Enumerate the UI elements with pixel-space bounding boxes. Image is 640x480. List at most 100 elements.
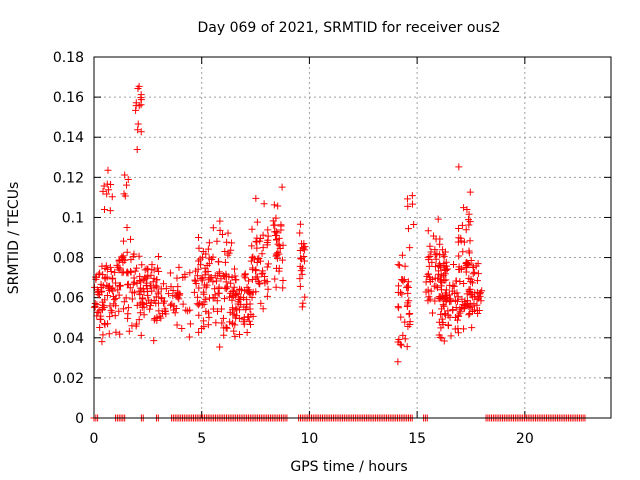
data-point	[179, 300, 187, 308]
data-point	[124, 304, 132, 312]
data-point	[146, 282, 154, 290]
data-point	[109, 274, 117, 282]
data-point	[396, 261, 404, 269]
data-point	[125, 327, 133, 335]
data-point	[257, 299, 265, 307]
data-point	[454, 329, 462, 337]
data-point	[300, 253, 308, 261]
data-point	[97, 280, 105, 288]
data-point	[116, 264, 124, 272]
data-point	[136, 284, 144, 292]
data-point	[440, 260, 448, 268]
data-point	[453, 289, 461, 297]
data-point	[184, 307, 192, 315]
data-point	[276, 245, 284, 253]
data-point	[108, 193, 116, 201]
data-point	[133, 301, 141, 309]
data-point	[213, 277, 221, 285]
data-point	[93, 286, 101, 294]
data-point	[264, 285, 272, 293]
data-point	[230, 327, 238, 335]
data-point	[424, 227, 432, 235]
data-point	[143, 288, 151, 296]
data-point	[105, 282, 113, 290]
data-point	[91, 299, 99, 307]
data-point	[154, 264, 162, 272]
data-point	[231, 289, 239, 297]
data-point	[440, 271, 448, 279]
data-point	[209, 305, 217, 313]
data-point	[115, 291, 123, 299]
data-point	[120, 237, 128, 245]
data-point	[128, 322, 136, 330]
data-point	[159, 299, 167, 307]
data-point	[432, 255, 440, 263]
data-point	[433, 250, 441, 258]
data-point	[476, 292, 484, 300]
data-point	[248, 242, 256, 250]
data-point	[466, 188, 474, 196]
data-point	[394, 288, 402, 296]
data-point	[410, 220, 418, 228]
data-point	[478, 287, 486, 295]
data-point	[469, 270, 477, 278]
data-point	[107, 306, 115, 314]
data-point	[297, 254, 305, 262]
data-point	[270, 201, 278, 209]
data-point	[154, 253, 162, 261]
data-point	[394, 303, 402, 311]
data-point	[197, 275, 205, 283]
data-point	[111, 268, 119, 276]
data-point	[457, 303, 465, 311]
data-point	[178, 325, 186, 333]
data-point	[153, 283, 161, 291]
data-point	[224, 251, 232, 259]
data-point	[194, 272, 202, 280]
data-point	[435, 318, 443, 326]
data-point	[106, 207, 114, 215]
data-point	[469, 307, 477, 315]
data-point	[175, 263, 183, 271]
y-tick-label: 0.1	[62, 210, 84, 226]
data-point	[98, 338, 106, 346]
x-axis-title: GPS time / hours	[290, 459, 407, 475]
data-point	[139, 294, 147, 302]
data-point	[455, 266, 463, 274]
data-point	[112, 328, 120, 336]
data-point	[246, 305, 254, 313]
data-point	[99, 331, 107, 339]
data-point	[403, 195, 411, 203]
data-point	[132, 106, 140, 114]
data-point	[123, 269, 131, 277]
data-point	[398, 276, 406, 284]
data-point	[219, 230, 227, 238]
data-point	[463, 290, 471, 298]
data-point	[439, 301, 447, 309]
data-point	[215, 283, 223, 291]
data-point	[186, 269, 194, 277]
data-point	[92, 273, 100, 281]
data-point	[431, 251, 439, 259]
data-point	[449, 306, 457, 314]
data-point	[123, 268, 131, 276]
data-point	[98, 298, 106, 306]
data-point	[120, 305, 128, 313]
data-point	[253, 234, 261, 242]
data-point	[474, 310, 482, 318]
data-point	[220, 272, 228, 280]
data-point	[112, 302, 120, 310]
data-point	[167, 283, 175, 291]
data-point	[144, 266, 152, 274]
data-point	[205, 239, 213, 247]
data-point	[195, 328, 203, 336]
data-point	[248, 225, 256, 233]
data-point	[194, 257, 202, 265]
data-point	[133, 145, 141, 153]
data-point	[122, 294, 130, 302]
data-point	[404, 299, 412, 307]
data-point	[274, 240, 282, 248]
data-point	[444, 321, 452, 329]
data-point	[242, 303, 250, 311]
data-point	[166, 269, 174, 277]
